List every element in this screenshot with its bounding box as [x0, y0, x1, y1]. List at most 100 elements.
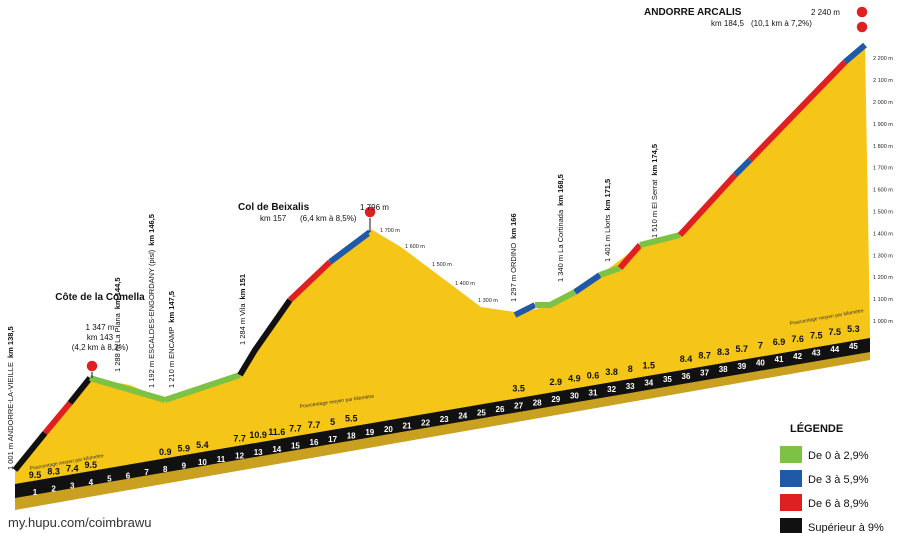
place-km: km 144,5 — [113, 278, 122, 310]
axis-label: 2 000 m — [873, 100, 893, 106]
grade-label: 7.5 — [810, 331, 823, 341]
km-number: 12 — [235, 451, 244, 460]
km-number: 34 — [644, 378, 653, 387]
place-name: 1 210 m ENCAMP — [167, 327, 176, 388]
place-km: km 151 — [238, 274, 247, 299]
grade-label: 2.9 — [550, 377, 563, 387]
climb-km: km 157 — [260, 214, 287, 223]
km-number: 19 — [365, 428, 374, 437]
ridge — [12, 42, 867, 472]
km-number: 26 — [496, 405, 505, 414]
km-number: 1 — [33, 488, 38, 497]
climb-altitude: 2 240 m — [811, 8, 840, 17]
grade-label: 8.3 — [47, 467, 60, 477]
profile-front — [15, 45, 870, 500]
place-km: km 168,5 — [556, 174, 565, 206]
grade-label: 5.3 — [847, 324, 860, 334]
km-number: 44 — [830, 345, 839, 354]
km-strip — [15, 338, 870, 498]
place-name: 1 510 m El Serrat — [650, 179, 659, 238]
axis-label: 2 200 m — [873, 56, 893, 62]
km-number: 35 — [663, 375, 672, 384]
climb-altitude: 1 796 m — [360, 203, 389, 212]
climb-altitude: 1 347 m — [86, 323, 115, 332]
grade-label: 0.6 — [587, 370, 600, 380]
place-label: 1 510 m El Serrat km 174,5 — [650, 144, 659, 238]
place-name: 1 297 m ORDINO — [509, 243, 518, 302]
descent-altitude: 1 500 m — [432, 262, 452, 268]
grade-label: 9.5 — [85, 460, 98, 470]
km-number: 23 — [440, 415, 449, 424]
grade-label: 7.7 — [233, 433, 246, 443]
place-label: 1 210 m ENCAMP km 147,5 — [167, 291, 176, 388]
climb-name: ANDORRE ARCALIS — [644, 7, 742, 18]
axis-label: 1 600 m — [873, 188, 893, 194]
descent-altitude: 1 400 m — [455, 281, 475, 287]
place-label: 1 297 m ORDINO km 166 — [509, 213, 518, 302]
km-number: 7 — [144, 468, 149, 477]
climb-detail: (6,4 km à 8,5%) — [300, 214, 357, 223]
watermark: my.hupu.com/coimbrawu — [8, 515, 152, 530]
km-number: 37 — [700, 368, 709, 377]
climb-name: Côte de la Comella — [55, 292, 145, 303]
grade-label: 5 — [330, 417, 335, 427]
km-number: 21 — [403, 422, 412, 431]
km-number: 2 — [51, 485, 56, 494]
km-number: 29 — [551, 395, 560, 404]
km-number: 42 — [793, 352, 802, 361]
km-number: 24 — [458, 412, 467, 421]
km-number: 43 — [812, 349, 821, 358]
legend-swatch — [780, 470, 802, 487]
grade-label: 7.6 — [791, 334, 804, 344]
km-number: 33 — [626, 382, 635, 391]
grade-label: 1.5 — [643, 360, 656, 370]
place-km: km 174,5 — [650, 144, 659, 176]
legend-label: De 3 à 5,9% — [808, 474, 869, 486]
place-km: km 138,5 — [6, 326, 15, 358]
grade-label: 10.9 — [249, 430, 267, 440]
grade-label: 7.7 — [289, 424, 302, 434]
km-number: 5 — [107, 475, 112, 484]
grade-label: 0.9 — [159, 447, 172, 457]
place-km: km 147,5 — [167, 291, 176, 323]
grade-label: 5.4 — [196, 440, 209, 450]
km-number: 13 — [254, 448, 263, 457]
legend: LÉGENDE De 0 à 2,9% De 3 à 5,9% De 6 à 8,9%… — [780, 422, 884, 533]
axis-label: 1 400 m — [873, 231, 893, 237]
km-number: 10 — [198, 458, 207, 467]
axis-label: 1 900 m — [873, 122, 893, 128]
grade-label: 7 — [758, 341, 763, 351]
km-number: 40 — [756, 359, 765, 368]
place-name: 1 284 m Vila — [238, 303, 247, 345]
km-number: 20 — [384, 425, 393, 434]
legend-title: LÉGENDE — [790, 422, 843, 435]
km-number: 3 — [70, 481, 75, 490]
legend-swatch — [780, 446, 802, 463]
km-number: 27 — [514, 402, 523, 411]
km-number: 28 — [533, 398, 542, 407]
axis-label: 1 200 m — [873, 275, 893, 281]
km-number: 22 — [421, 418, 430, 427]
km-number: 18 — [347, 432, 356, 441]
km-number: 11 — [217, 455, 226, 464]
km-number: 25 — [477, 408, 486, 417]
climb-km: km 184,5 — [711, 19, 744, 28]
legend-label: De 6 à 8,9% — [808, 498, 869, 510]
grade-label: 5.5 — [345, 414, 358, 424]
place-name: 1 288 m La Plana — [113, 312, 122, 372]
axis-label: 1 000 m — [873, 319, 893, 325]
place-km: km 171,5 — [603, 179, 612, 211]
place-name: 1 001 m ANDORRE-LA-VIEILLE — [6, 362, 15, 470]
place-label: 1 001 m ANDORRE-LA-VIEILLE km 138,5 — [6, 326, 15, 470]
descent-altitude: 1 700 m — [380, 228, 400, 234]
km-number: 32 — [607, 385, 616, 394]
km-number: 39 — [737, 362, 746, 371]
place-km: km 166 — [509, 213, 518, 238]
grade-label: 8.7 — [698, 350, 711, 360]
km-number: 17 — [328, 435, 337, 444]
km-number: 36 — [682, 372, 691, 381]
km-number: 6 — [126, 471, 131, 480]
km-number: 41 — [775, 355, 784, 364]
climb-detail: (10,1 km à 7,2%) — [751, 19, 812, 28]
